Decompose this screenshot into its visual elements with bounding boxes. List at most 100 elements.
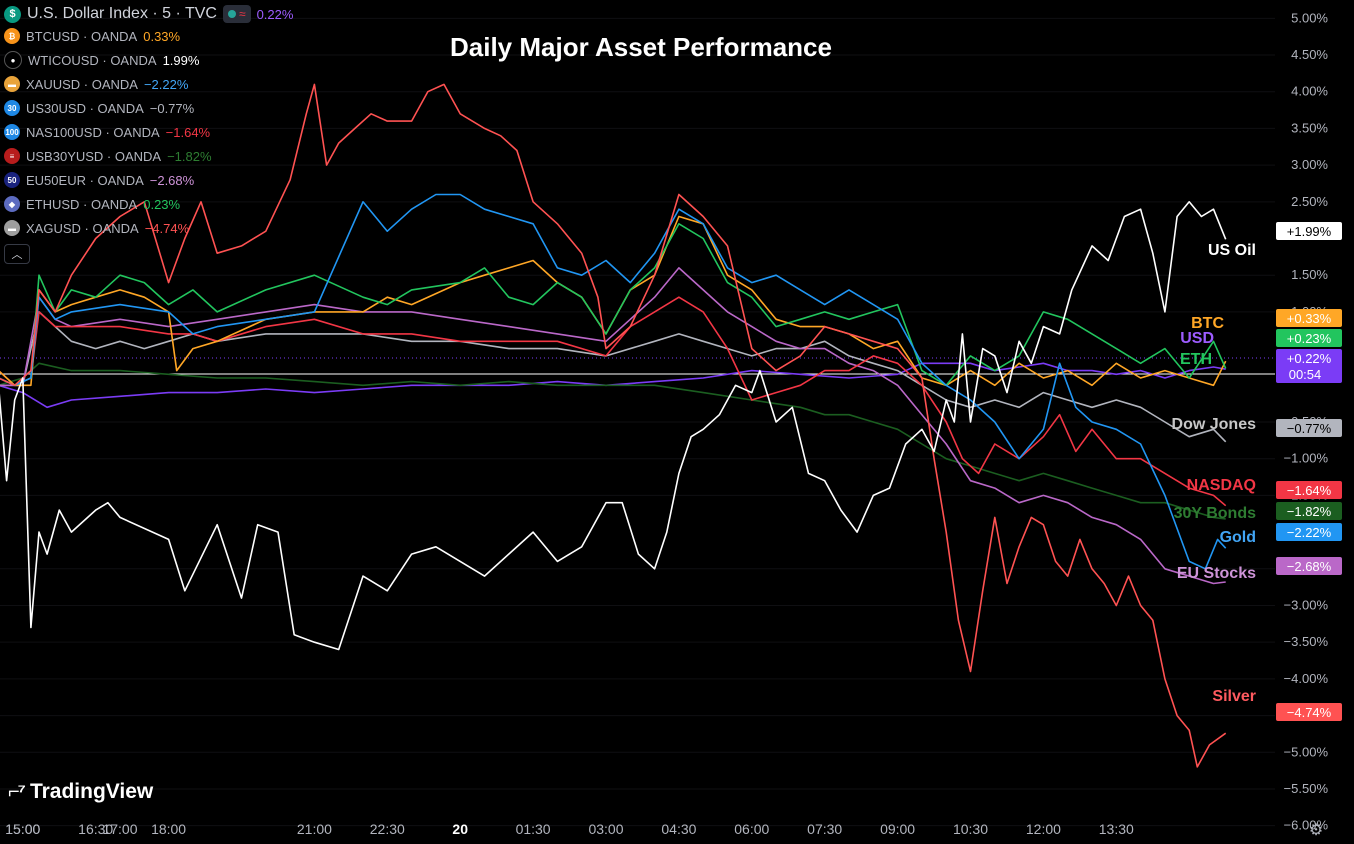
legend-row[interactable]: ● WTICOUSD · OANDA 1.99% <box>4 48 293 72</box>
price-tag-btc <box>1276 309 1342 327</box>
grid <box>0 17 1275 827</box>
x-axis: 15:00 16:30 18:00 21:00 22:30 20 01:30 03:00 04:… <box>5 821 1134 837</box>
y-tick-label: −1.00% <box>1284 451 1329 466</box>
y-tick-label: −3.00% <box>1284 597 1329 612</box>
legend-main-title: U.S. Dollar Index · 5 · TVC <box>27 5 217 22</box>
legend-symbol: US30USD · OANDA <box>26 100 144 116</box>
series-label-silver: Silver <box>1212 688 1256 705</box>
bitcoin-icon: ₿ <box>4 28 20 44</box>
legend-value: −1.64% <box>165 124 211 140</box>
us-flag-icon: ≡ <box>4 148 20 164</box>
series-layer <box>0 83 1227 768</box>
y-tick-label: 4.00% <box>1291 84 1328 99</box>
us30-badge-icon: 30 <box>4 100 20 116</box>
legend-main-row[interactable]: $ U.S. Dollar Index · 5 · TVC ≈ 0.22% <box>4 4 293 24</box>
price-tag-silver <box>1276 703 1342 721</box>
legend-row[interactable]: ₿ BTCUSD · OANDA 0.33% <box>4 24 293 48</box>
price-tag-text-nasdaq: −1.64% <box>1287 483 1332 498</box>
x-tick-label: 10:30 <box>953 821 988 837</box>
series-line-eu-stocks <box>0 267 1226 585</box>
legend: $ U.S. Dollar Index · 5 · TVC ≈ 0.22% ₿ B… <box>4 4 293 264</box>
x-tick-label: 04:30 <box>661 821 696 837</box>
x-tick-label: 13:30 <box>1099 821 1134 837</box>
price-tag-30y-bonds <box>1276 502 1342 520</box>
y-tick-label: 5.00% <box>1291 10 1328 25</box>
price-tag-eu-stocks <box>1276 557 1342 575</box>
x-tick-label: 12:00 <box>1026 821 1061 837</box>
legend-symbol: USB30YUSD · OANDA <box>26 148 162 164</box>
price-tags: +1.99% +0.33% +0.22%00:54 +0.23% −0.77% −1.64… <box>1276 222 1342 721</box>
price-tag-eth <box>1276 329 1342 347</box>
gold-bars-icon: ▬ <box>4 76 20 92</box>
legend-row[interactable]: 100 NAS100USD · OANDA −1.64% <box>4 120 293 144</box>
settings-button[interactable]: ⚙ <box>1306 820 1326 840</box>
x-tick-label: 07:30 <box>807 821 842 837</box>
x-tick-label: 22:30 <box>370 821 405 837</box>
x-tick-label: 21:00 <box>297 821 332 837</box>
x-tick-label: 20 <box>452 821 468 837</box>
market-open-icon <box>227 10 236 18</box>
price-tag-nasdaq <box>1276 481 1342 499</box>
ethereum-icon: ◆ <box>4 196 20 212</box>
wave-icon: ≈ <box>238 7 246 21</box>
y-tick-label: 1.50% <box>1291 267 1328 282</box>
series-label-usd: USD <box>1180 330 1214 347</box>
price-tag-gold <box>1276 523 1342 541</box>
price-tag-usd <box>1276 349 1342 383</box>
price-tag-text-silver: −4.74% <box>1287 705 1332 720</box>
series-label-us-oil: US Oil <box>1208 242 1256 259</box>
price-tag-text-30y-bonds: −1.82% <box>1287 504 1332 519</box>
legend-row[interactable]: 50 EU50EUR · OANDA −2.68% <box>4 168 293 192</box>
legend-value: 0.33% <box>143 28 181 44</box>
tradingview-mark-icon: ⌐⁷ <box>8 780 26 803</box>
market-status-pill[interactable]: ≈ <box>222 5 251 23</box>
legend-value: −4.74% <box>144 220 190 236</box>
x-tick-label: 15:00 <box>5 821 40 837</box>
price-tag-text-eth: +0.23% <box>1287 331 1332 346</box>
price-tag-text-us-oil: +1.99% <box>1287 224 1332 239</box>
silver-bars-icon: ▬ <box>4 220 20 236</box>
eu50-badge-icon: 50 <box>4 172 20 188</box>
legend-symbol: ETHUSD · OANDA <box>26 196 138 212</box>
series-line-usd <box>0 362 1226 409</box>
series-label-dow-jones: Dow Jones <box>1172 416 1257 433</box>
chart-title: Daily Major Asset Performance <box>450 32 832 62</box>
countdown-text: 00:54 <box>1289 367 1322 382</box>
y-tick-label: −5.50% <box>1284 781 1329 796</box>
series-line-us-oil <box>0 201 1227 651</box>
series-label-eth: ETH <box>1180 351 1212 368</box>
y-tick-label: −5.00% <box>1284 744 1329 759</box>
legend-symbol: XAGUSD · OANDA <box>26 220 139 236</box>
series-line-silver <box>0 83 1227 768</box>
series-line-gold <box>0 193 1227 570</box>
legend-symbol: WTICOUSD · OANDA <box>28 52 157 68</box>
series-line-30y-bonds <box>0 362 1226 520</box>
price-tag-text-eu-stocks: −2.68% <box>1287 559 1332 574</box>
gear-icon: ⚙ <box>1308 822 1324 839</box>
legend-row[interactable]: ▬ XAUUSD · OANDA −2.22% <box>4 72 293 96</box>
price-tag-text-usd: +0.22% <box>1287 351 1332 366</box>
legend-row[interactable]: 30 US30USD · OANDA −0.77% <box>4 96 293 120</box>
y-tick-label: 3.50% <box>1291 120 1328 135</box>
nas100-badge-icon: 100 <box>4 124 20 140</box>
x-tick-label: 03:00 <box>588 821 623 837</box>
price-tag-dow-jones <box>1276 419 1342 437</box>
y-tick-label: 2.50% <box>1291 194 1328 209</box>
legend-symbol: EU50EUR · OANDA <box>26 172 144 188</box>
collapse-legend-button[interactable]: ︿ <box>4 244 30 264</box>
legend-symbol: BTCUSD · OANDA <box>26 28 138 44</box>
legend-row[interactable]: ≡ USB30YUSD · OANDA −1.82% <box>4 144 293 168</box>
legend-main-value: 0.22% <box>256 6 294 22</box>
tradingview-logo: ⌐⁷ TradingView <box>8 780 153 804</box>
x-tick-label: 01:30 <box>516 821 551 837</box>
logo-text: TradingView <box>29 780 154 803</box>
price-tag-text-gold: −2.22% <box>1287 525 1332 540</box>
price-tag-us-oil <box>1276 222 1342 240</box>
legend-row[interactable]: ◆ ETHUSD · OANDA 0.23% <box>4 192 293 216</box>
price-tag-text-dow-jones: −0.77% <box>1287 421 1332 436</box>
x-tick-label: 15:00 <box>5 821 40 837</box>
legend-value: 0.23% <box>143 196 181 212</box>
legend-symbol: XAUUSD · OANDA <box>26 76 138 92</box>
legend-row[interactable]: ▬ XAGUSD · OANDA −4.74% <box>4 216 293 240</box>
